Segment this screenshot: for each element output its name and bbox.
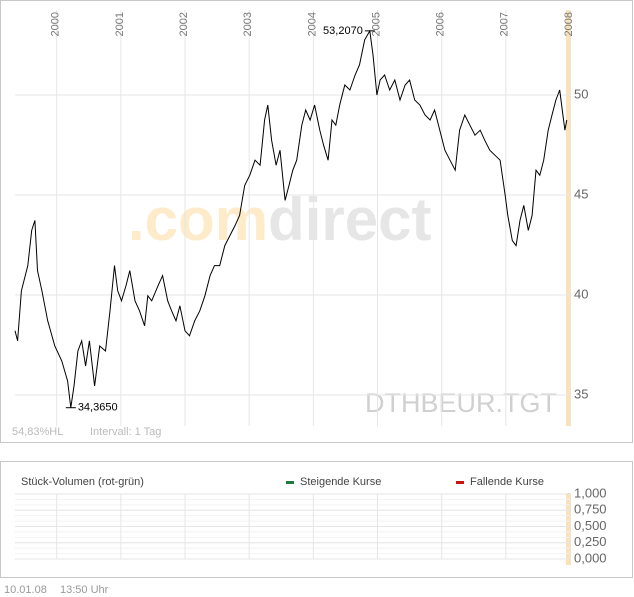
y-tick-label: 0,750 — [574, 502, 607, 517]
watermark-symbol: DTHBEUR.TGT — [365, 388, 557, 418]
y-tick-label: 35 — [574, 386, 588, 401]
legend-label: Steigende Kurse — [300, 476, 381, 488]
x-tick-label: 2003 — [242, 12, 254, 36]
footer-time: 13:50 Uhr — [60, 584, 109, 596]
annotation-label: 53,2070 — [323, 25, 363, 37]
x-tick-label: 2006 — [435, 12, 447, 36]
legend-label: Fallende Kurse — [470, 476, 544, 488]
y-tick-label: 45 — [574, 186, 588, 201]
info-text: Intervall: 1 Tag — [90, 426, 161, 438]
y-tick-label: 1,000 — [574, 485, 607, 500]
volume-title: Stück-Volumen (rot-grün) — [21, 476, 144, 488]
info-text: 54,83%HL — [12, 426, 63, 438]
y-tick-label: 0,250 — [574, 534, 607, 549]
x-tick-label: 2007 — [499, 12, 511, 36]
legend-swatch — [456, 481, 464, 484]
current-year-band — [566, 493, 571, 565]
y-tick-label: 40 — [574, 286, 588, 301]
current-year-band — [566, 10, 571, 426]
annotation-label: 34,3650 — [78, 402, 118, 414]
y-tick-label: 0,000 — [574, 550, 607, 565]
x-tick-label: 2002 — [178, 12, 190, 36]
x-tick-label: 2001 — [114, 12, 126, 36]
x-tick-label: 2005 — [370, 12, 382, 36]
legend-swatch — [286, 481, 294, 484]
watermark-suffix: direct — [268, 186, 431, 253]
watermark-prefix: .com — [128, 186, 268, 253]
y-tick-label: 50 — [574, 86, 588, 101]
volume-panel — [0, 461, 633, 578]
x-tick-label: 2004 — [306, 12, 318, 36]
price-line — [14, 29, 568, 408]
x-tick-label: 2000 — [50, 12, 62, 36]
footer-date: 10.01.08 — [4, 584, 47, 596]
watermark-logo: .comdirect — [128, 186, 431, 253]
y-tick-label: 0,500 — [574, 518, 607, 533]
x-tick-label: 2008 — [563, 12, 575, 36]
price-panel — [0, 0, 633, 443]
